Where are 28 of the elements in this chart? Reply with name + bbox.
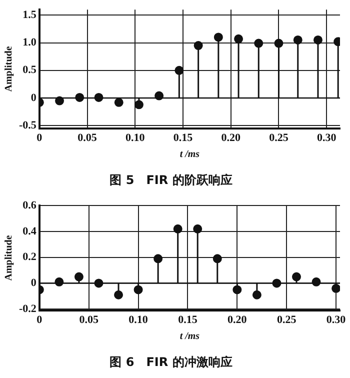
x-tick-label: 0.10 (128, 314, 148, 326)
x-tick-label: 0.20 (221, 132, 241, 144)
x-tick-label: 0.25 (276, 314, 297, 326)
y-tick-label: -0.5 (18, 119, 37, 132)
y-tick-label: -0.2 (18, 302, 37, 315)
x-tick-label: 0.05 (78, 132, 98, 144)
y-axis-title: Amplitude (4, 234, 15, 281)
x-tick-label: 0.30 (326, 314, 346, 326)
y-tick-label: 0.5 (22, 64, 37, 76)
y-tick-label: 0.4 (22, 225, 37, 238)
x-tick-label: 0.15 (173, 132, 194, 144)
x-axis-title: t /ms (180, 331, 200, 342)
x-tick-label: 0.15 (178, 314, 198, 326)
x-tick-label: 0.25 (269, 132, 289, 144)
x-tick-label: 0.30 (316, 132, 337, 144)
y-tick-label: 1.5 (22, 8, 37, 21)
y-tick-label: 1.0 (22, 36, 37, 49)
y-tick-label: 0.2 (22, 251, 37, 264)
text: 图 5 FIR 的阶跃响应 (110, 172, 232, 187)
y-tick-label: 0 (30, 92, 37, 104)
x-tick-label: 0.20 (228, 314, 248, 326)
text: 图 6 FIR 的冲激响应 (110, 354, 232, 369)
x-axis-title: t /ms (180, 149, 200, 160)
y-tick-label: 0 (30, 277, 37, 290)
x-tick-label: 0.05 (79, 314, 99, 326)
y-axis-title: Amplitude (4, 46, 15, 92)
y-tick-label: 0.6 (22, 199, 37, 212)
x-tick-label: 0.10 (126, 132, 146, 144)
